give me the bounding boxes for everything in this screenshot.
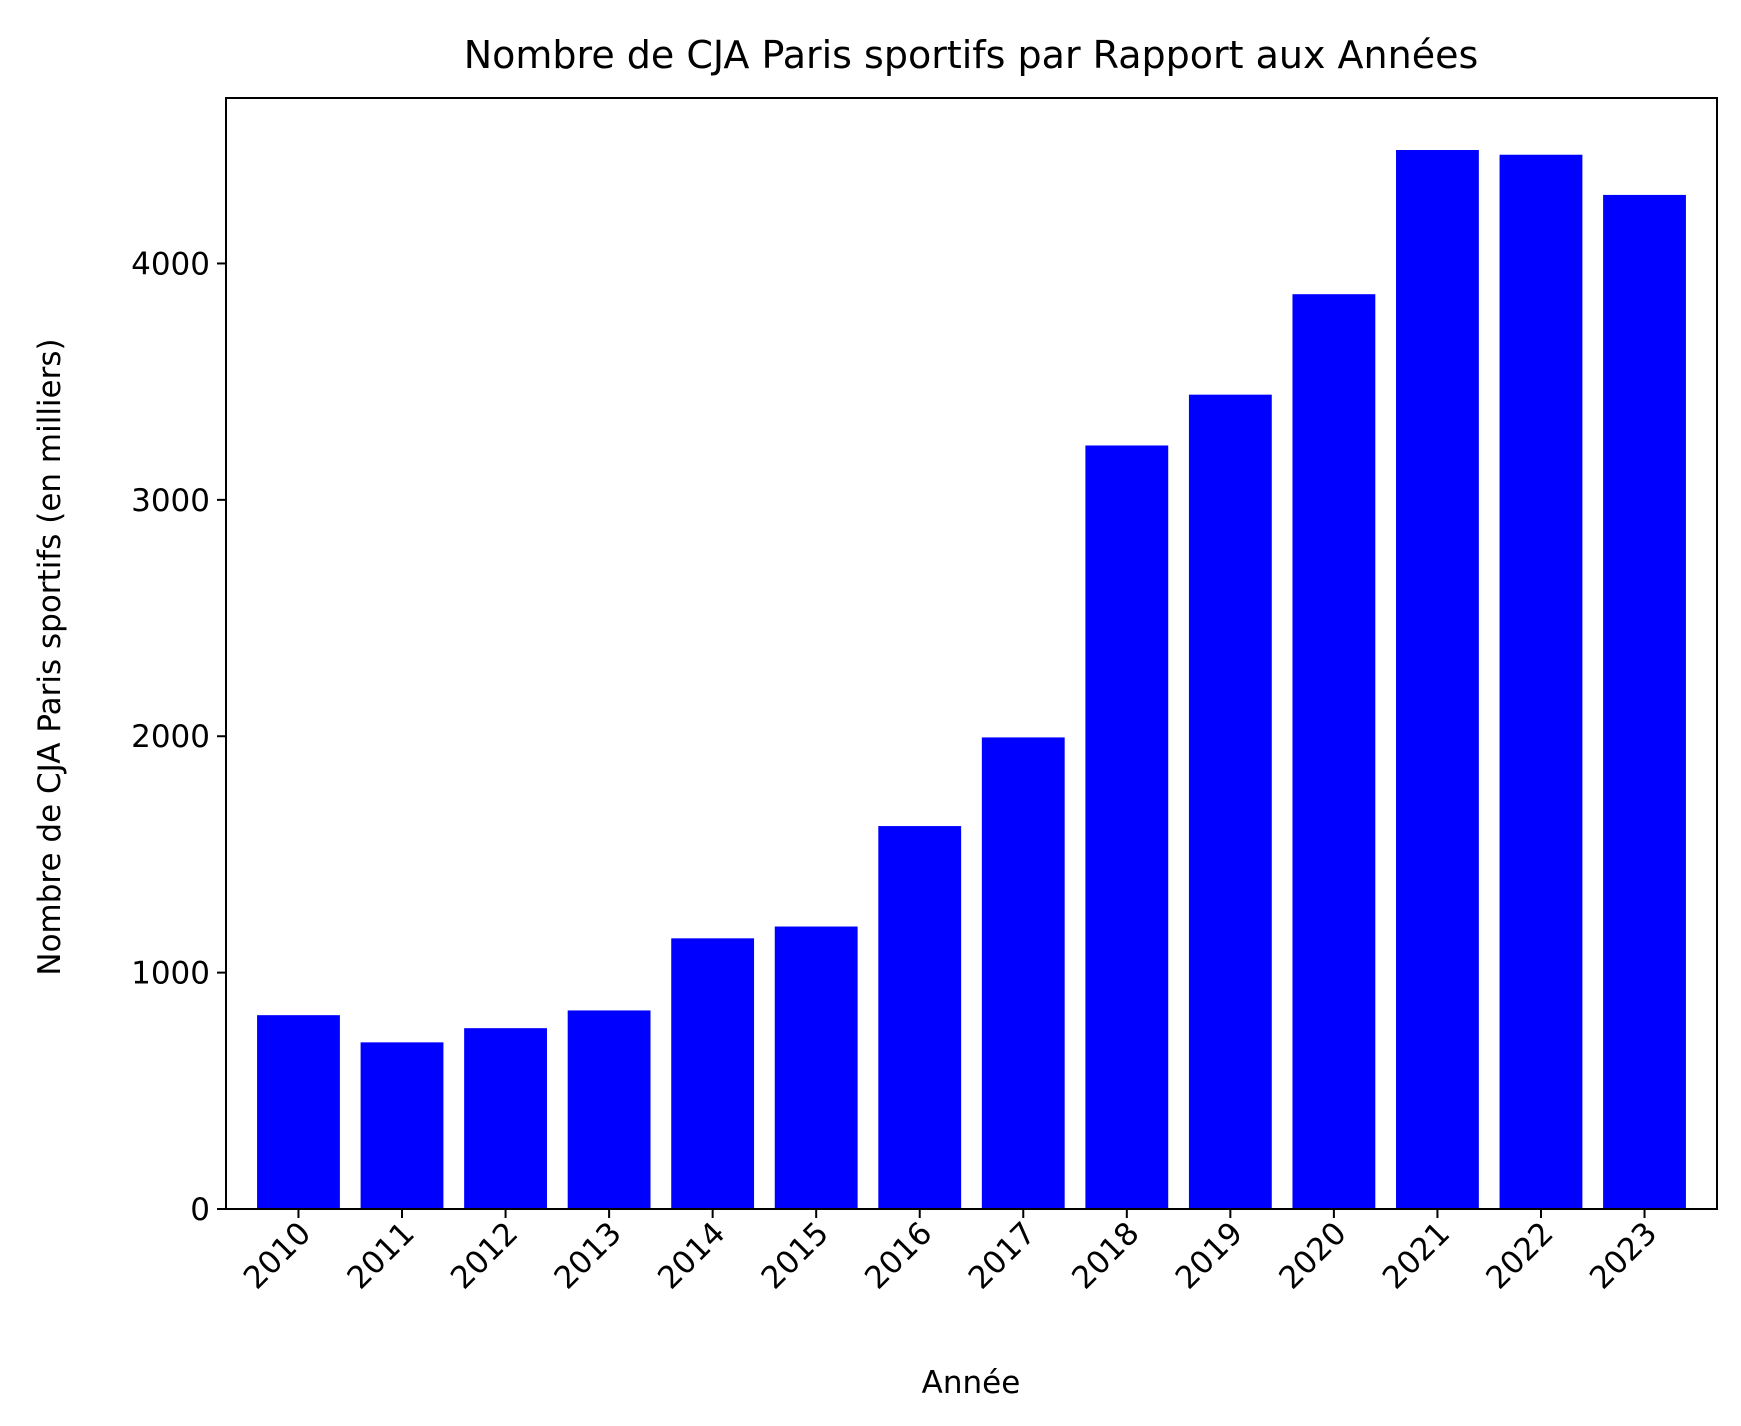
x-tick-label: 2016 bbox=[858, 1215, 939, 1296]
plot-area-frame bbox=[225, 97, 1718, 1210]
x-axis-label: Année bbox=[922, 1365, 1021, 1401]
y-tick-label: 0 bbox=[190, 1192, 210, 1228]
y-tick-label: 3000 bbox=[131, 483, 210, 519]
bar-2013 bbox=[567, 1010, 651, 1209]
bar-2021 bbox=[1396, 150, 1479, 1209]
bar-2023 bbox=[1603, 194, 1686, 1210]
x-tick-label: 2011 bbox=[340, 1215, 421, 1296]
x-tick-label: 2010 bbox=[237, 1215, 318, 1296]
x-tick-label: 2014 bbox=[651, 1215, 732, 1296]
bar-2014 bbox=[671, 938, 755, 1209]
bar-2017 bbox=[981, 737, 1065, 1209]
bar-2020 bbox=[1292, 294, 1376, 1209]
y-axis-ticks: 0 1000 2000 3000 4000 bbox=[131, 246, 226, 1228]
y-axis-label: Nombre de CJA Paris sportifs (en millier… bbox=[32, 338, 68, 975]
x-tick-label: 2021 bbox=[1376, 1215, 1457, 1296]
y-tick-label: 2000 bbox=[131, 719, 210, 755]
chart-title: Nombre de CJA Paris sportifs par Rapport… bbox=[464, 33, 1479, 77]
bars-group bbox=[257, 150, 1686, 1210]
x-tick-label: 2022 bbox=[1479, 1215, 1560, 1296]
x-tick-label: 2018 bbox=[1065, 1215, 1146, 1296]
bar-2010 bbox=[257, 1015, 340, 1209]
y-tick-label: 1000 bbox=[131, 956, 210, 992]
x-tick-label: 2013 bbox=[548, 1215, 629, 1296]
x-tick-label: 2020 bbox=[1272, 1215, 1353, 1296]
bar-2011 bbox=[360, 1042, 444, 1209]
y-tick-label: 4000 bbox=[131, 246, 210, 282]
bar-2016 bbox=[878, 826, 962, 1209]
bar-2018 bbox=[1085, 445, 1169, 1210]
x-tick-label: 2015 bbox=[755, 1215, 836, 1296]
bar-2012 bbox=[464, 1028, 547, 1209]
x-axis-ticks: 2010 2011 2012 2013 2014 2015 2016 2017 2018 2019… bbox=[237, 1209, 1664, 1296]
x-tick-label: 2012 bbox=[444, 1215, 525, 1296]
x-tick-label: 2017 bbox=[962, 1215, 1043, 1296]
bar-2015 bbox=[774, 926, 858, 1209]
x-tick-label: 2019 bbox=[1169, 1215, 1250, 1296]
bar-2022 bbox=[1499, 154, 1583, 1210]
x-tick-label: 2023 bbox=[1583, 1215, 1664, 1296]
bar-2019 bbox=[1188, 394, 1272, 1209]
